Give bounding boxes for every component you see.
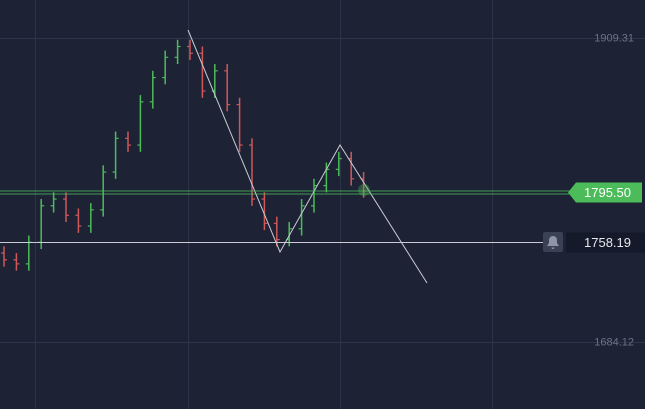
alert-tag xyxy=(566,232,645,253)
bars xyxy=(1,39,367,271)
y-tick-label: 1909.31 xyxy=(594,32,634,44)
current-price-tag xyxy=(568,182,642,203)
alert-icon[interactable] xyxy=(543,232,563,252)
grid: 1909.31 1684.12 xyxy=(0,32,645,348)
bell xyxy=(547,236,559,249)
y-tick-label: 1684.12 xyxy=(594,336,634,348)
time-grid xyxy=(35,0,493,409)
price-levels: 1795.50 1758.19 xyxy=(0,182,645,253)
alert-label: 1758.19 xyxy=(584,235,631,250)
trend-drawing xyxy=(187,29,428,284)
current-price-label: 1795.50 xyxy=(584,185,631,200)
current-glow xyxy=(358,184,370,196)
